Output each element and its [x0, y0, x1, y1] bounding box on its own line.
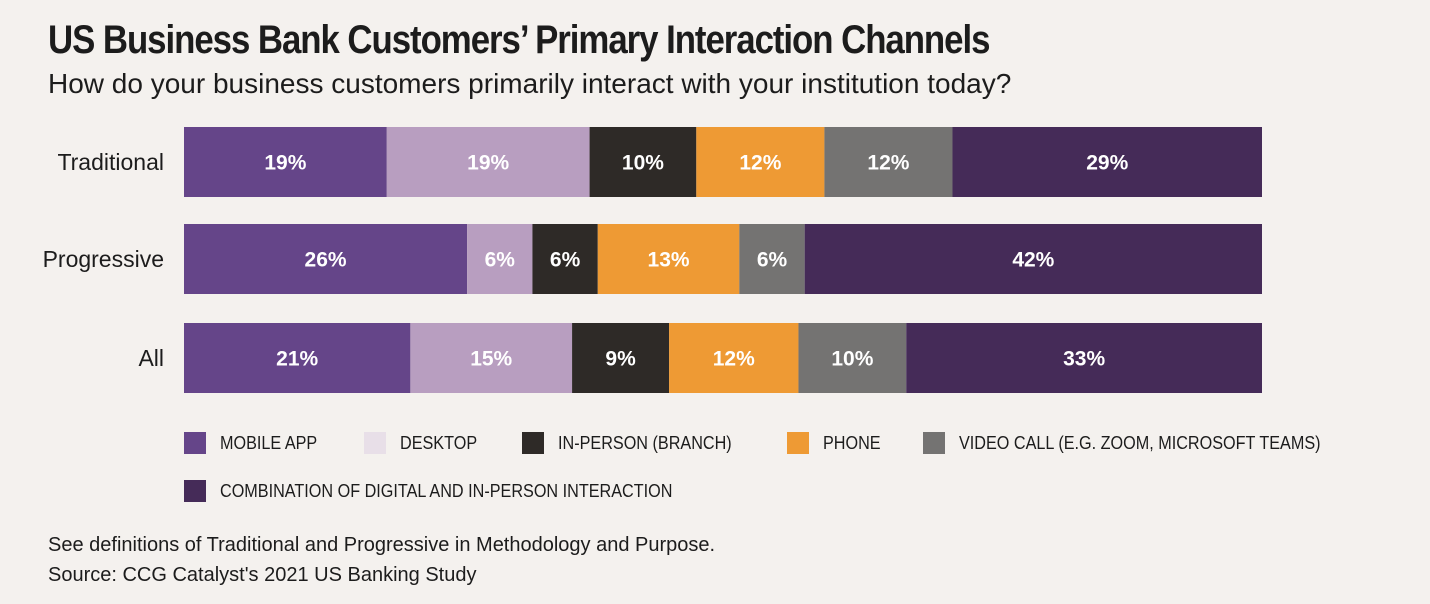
legend-label-phone: PHONE [822, 432, 881, 453]
bar-traditional-combination-of-digital-a [952, 127, 1262, 197]
bar-all-combination-of-digital-a [906, 323, 1262, 393]
bar-all-video-call-e-g-zoom-micr [798, 323, 907, 393]
footnote: See definitions of Traditional and Progr… [48, 530, 715, 590]
data-label-traditional-1: 19% [467, 152, 509, 175]
data-label-all-0: 21% [276, 348, 318, 371]
legend-item-mobile-app: MOBILE APP [184, 432, 328, 454]
legend-row-2: COMBINATION OF DIGITAL AND IN-PERSON INT… [184, 478, 1294, 504]
legend: MOBILE APP DESKTOP IN-PERSON (BRANCH) PH… [184, 430, 1320, 526]
legend-label-combination: COMBINATION OF DIGITAL AND IN-PERSON INT… [220, 480, 673, 501]
data-label-all-3: 12% [713, 348, 755, 371]
data-label-progressive-5: 42% [1012, 249, 1054, 272]
data-label-traditional-3: 12% [739, 152, 781, 175]
data-label-progressive-0: 26% [305, 249, 347, 272]
data-label-traditional-5: 29% [1086, 152, 1128, 175]
bar-progressive-video-call-e-g-zoom-micr [739, 224, 805, 294]
data-label-all-1: 15% [470, 348, 512, 371]
legend-swatch-phone [786, 432, 809, 454]
category-label-progressive: Progressive [43, 246, 164, 272]
bar-all-desktop [410, 323, 573, 393]
category-label-traditional: Traditional [57, 149, 164, 175]
footnote-definitions: See definitions of Traditional and Progr… [48, 534, 716, 556]
data-label-all-2: 9% [605, 348, 636, 371]
data-label-progressive-1: 6% [485, 249, 516, 272]
legend-swatch-in-person [521, 432, 544, 454]
legend-label-desktop: DESKTOP [400, 432, 478, 453]
chart-subtitle: How do your business customers primarily… [48, 68, 1012, 99]
bar-traditional-desktop [386, 127, 590, 197]
bar-progressive-phone [597, 224, 740, 294]
bar-all-in-person-branch [572, 323, 670, 393]
legend-row-1: MOBILE APP DESKTOP IN-PERSON (BRANCH) PH… [184, 430, 1320, 456]
legend-item-video-call: VIDEO CALL (E.G. ZOOM, MICROSOFT TEAMS) [922, 432, 1361, 454]
legend-swatch-desktop [364, 432, 387, 454]
bar-traditional-mobile-app [184, 127, 387, 197]
legend-swatch-video-call [922, 432, 945, 454]
bar-traditional-video-call-e-g-zoom-micr [824, 127, 953, 197]
data-label-traditional-4: 12% [867, 152, 909, 175]
bar-traditional-phone [696, 127, 825, 197]
legend-item-desktop: DESKTOP [364, 432, 486, 454]
chart-title: US Business Bank Customers’ Primary Inte… [48, 18, 990, 62]
bar-progressive-mobile-app [184, 224, 468, 294]
bar-all-mobile-app [184, 323, 411, 393]
bar-progressive-combination-of-digital-a [804, 224, 1262, 294]
bar-traditional-in-person-branch [589, 127, 697, 197]
bar-progressive-in-person-branch [532, 224, 598, 294]
data-label-progressive-2: 6% [550, 249, 581, 272]
legend-item-phone: PHONE [786, 432, 887, 454]
data-label-traditional-0: 19% [264, 152, 306, 175]
bar-progressive-desktop [467, 224, 533, 294]
data-label-all-5: 33% [1063, 348, 1105, 371]
category-label-all: All [138, 345, 164, 371]
stacked-bar-chart: Traditional 19% 19% 10% 12% 12% 29% Progressive… [43, 127, 1262, 393]
data-label-progressive-3: 13% [648, 249, 690, 272]
legend-item-combination: COMBINATION OF DIGITAL AND IN-PERSON INT… [184, 480, 723, 502]
legend-swatch-mobile-app [184, 432, 206, 454]
data-label-progressive-4: 6% [757, 249, 788, 272]
footnote-source: Source: CCG Catalyst's 2021 US Banking S… [48, 564, 477, 586]
bar-all-phone [669, 323, 799, 393]
legend-label-in-person: IN-PERSON (BRANCH) [557, 432, 732, 453]
legend-label-video-call: VIDEO CALL (E.G. ZOOM, MICROSOFT TEAMS) [958, 432, 1321, 453]
legend-swatch-combination [184, 480, 206, 502]
legend-item-in-person: IN-PERSON (BRANCH) [521, 432, 751, 454]
data-label-traditional-2: 10% [622, 152, 664, 175]
data-label-all-4: 10% [831, 348, 873, 371]
legend-label-mobile-app: MOBILE APP [220, 432, 318, 453]
